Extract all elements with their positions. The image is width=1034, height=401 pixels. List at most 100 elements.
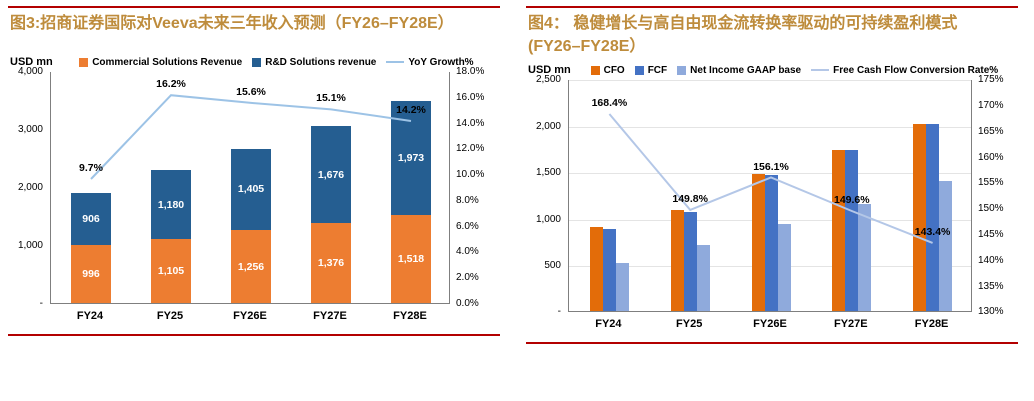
bar bbox=[615, 262, 629, 312]
figure-3-panel: 图3:招商证券国际对Veeva未来三年收入预测（FY26–FY28E） USD … bbox=[8, 6, 500, 344]
legend-square-swatch-icon bbox=[79, 57, 89, 67]
x-axis-label: FY26E bbox=[233, 310, 267, 322]
bar-segment bbox=[71, 245, 111, 303]
bar bbox=[751, 174, 765, 312]
bar bbox=[696, 245, 710, 312]
bar-segment bbox=[311, 126, 351, 224]
y-axis-tick-right: 135% bbox=[978, 280, 1004, 292]
bar-value-label: 1,180 bbox=[157, 198, 185, 211]
figure-4-chart-header: USD mn CFO FCF Net Income GAAP base Free Ca… bbox=[528, 64, 1018, 76]
bar-segment bbox=[151, 238, 191, 303]
y-axis-tick-right: 2.0% bbox=[456, 272, 479, 284]
bar-segment bbox=[151, 170, 191, 239]
figure-4-title: 图4： 稳健增长与高自由现金流转换率驱动的可持续盈利模式(FY26–FY28E） bbox=[528, 15, 958, 56]
bar-value-label: 996 bbox=[82, 268, 100, 281]
bar-segment bbox=[71, 192, 111, 246]
bar-value-label: 1,256 bbox=[237, 260, 265, 273]
trend-line bbox=[90, 94, 412, 180]
legend-square-swatch-icon bbox=[590, 65, 600, 75]
y-axis-tick-left: - bbox=[39, 298, 43, 309]
legend-item: Net Income GAAP base bbox=[677, 65, 801, 76]
legend-line-swatch-icon bbox=[811, 69, 830, 72]
y-axis-tick-left: 4,000 bbox=[17, 66, 43, 77]
figure-4-panel: 图4： 稳健增长与高自由现金流转换率驱动的可持续盈利模式(FY26–FY28E）… bbox=[526, 6, 1018, 345]
line-data-label: 143.4% bbox=[914, 226, 951, 239]
y-axis-tick-right: 160% bbox=[978, 151, 1004, 163]
y-axis-tick-left: 1,500 bbox=[535, 167, 561, 179]
y-axis-tick-right: 175% bbox=[978, 74, 1004, 86]
bar-value-label: 1,676 bbox=[317, 168, 345, 181]
bar-segment bbox=[231, 148, 271, 231]
x-axis-label: FY25 bbox=[676, 318, 703, 331]
y-axis-tick-right: 130% bbox=[978, 306, 1004, 318]
y-axis-unit-label: USD mn bbox=[10, 56, 53, 68]
y-axis-tick-left: 3,000 bbox=[17, 124, 43, 135]
y-axis-tick-right: 8.0% bbox=[456, 194, 479, 206]
plot-area: 996 906 1,105 1,180 1,256 1,405 1,376 1,676 1,51… bbox=[50, 72, 450, 304]
bar-value-label: 1,405 bbox=[237, 183, 265, 196]
bar bbox=[832, 149, 846, 312]
y-axis-tick-right: 0.0% bbox=[456, 298, 479, 309]
legend-item: Commercial Solutions Revenue bbox=[79, 57, 242, 68]
y-axis-tick-left: 2,000 bbox=[17, 182, 43, 193]
legend-item: R&D Solutions revenue bbox=[252, 57, 376, 68]
bar bbox=[926, 123, 940, 312]
legend-square-swatch-icon bbox=[634, 65, 644, 75]
legend-label: Commercial Solutions Revenue bbox=[92, 56, 243, 68]
legend-item: FCF bbox=[634, 65, 667, 76]
legend-square-swatch-icon bbox=[677, 65, 687, 75]
gridline bbox=[569, 80, 971, 82]
line-data-label: 15.6% bbox=[236, 85, 266, 98]
figure-top-rule bbox=[526, 6, 1018, 8]
x-axis-label: FY25 bbox=[156, 310, 184, 322]
figure-top-rule bbox=[8, 6, 500, 8]
y-axis-tick-right: 170% bbox=[978, 100, 1004, 112]
legend-label: YoY Growth% bbox=[408, 56, 474, 68]
report-figures: 图3:招商证券国际对Veeva未来三年收入预测（FY26–FY28E） USD … bbox=[8, 6, 1018, 345]
bar bbox=[913, 123, 927, 312]
y-axis-tick-left: 500 bbox=[544, 259, 561, 271]
bar-segment bbox=[391, 214, 431, 303]
figure-3-title: 图3:招商证券国际对Veeva未来三年收入预测（FY26–FY28E） bbox=[10, 15, 454, 32]
y-axis-tick-left: 1,000 bbox=[17, 240, 43, 251]
figure-bottom-rule bbox=[8, 334, 500, 336]
bar bbox=[602, 229, 616, 312]
y-axis-tick-right: 145% bbox=[978, 229, 1004, 241]
plot-area: 168.4% 149.8% 156.1% 149.6% 143.4% bbox=[568, 80, 972, 313]
legend-label: Free Cash Flow Conversion Rate% bbox=[833, 64, 999, 76]
legend-item: YoY Growth% bbox=[386, 56, 474, 68]
y-axis-tick-right: 16.0% bbox=[456, 91, 485, 103]
bar-value-label: 1,973 bbox=[397, 151, 425, 164]
gridline bbox=[569, 173, 971, 175]
bar bbox=[858, 203, 872, 312]
line-data-label: 168.4% bbox=[591, 97, 628, 110]
bar bbox=[589, 226, 603, 312]
y-axis-tick-right: 10.0% bbox=[456, 169, 485, 181]
line-data-label: 16.2% bbox=[156, 78, 186, 91]
line-data-label: 149.8% bbox=[672, 193, 708, 206]
line-data-label: 15.1% bbox=[316, 92, 346, 105]
bar-value-label: 1,105 bbox=[157, 264, 185, 277]
y-axis-tick-left: 2,000 bbox=[535, 120, 561, 132]
bar bbox=[845, 150, 859, 312]
bar bbox=[764, 174, 778, 312]
line-data-label: 156.1% bbox=[753, 160, 789, 173]
bar bbox=[939, 180, 953, 312]
x-axis-label: FY28E bbox=[914, 318, 949, 331]
y-axis-tick-right: 4.0% bbox=[456, 246, 479, 258]
bar-value-label: 1,376 bbox=[317, 257, 345, 270]
x-axis-label: FY24 bbox=[595, 318, 622, 331]
figure-3-chart: 4,000 3,000 2,000 1,000 - 18.0% 16.0% 14.0% 12.0… bbox=[10, 67, 502, 328]
figure-bottom-rule bbox=[526, 342, 1018, 345]
y-axis-tick-right: 6.0% bbox=[456, 220, 479, 232]
y-axis-tick-right: 165% bbox=[978, 125, 1004, 137]
figure-3-chart-header: USD mn Commercial Solutions Revenue R&D S… bbox=[10, 56, 500, 68]
legend-item: Free Cash Flow Conversion Rate% bbox=[811, 65, 998, 76]
line-data-label: 9.7% bbox=[79, 161, 103, 174]
bar-segment bbox=[231, 230, 271, 303]
y-axis-tick-left: - bbox=[557, 306, 561, 318]
y-axis-tick-right: 140% bbox=[978, 254, 1004, 266]
bar-value-label: 906 bbox=[82, 212, 100, 225]
legend-square-swatch-icon bbox=[252, 57, 262, 67]
legend-line-swatch-icon bbox=[386, 61, 405, 63]
